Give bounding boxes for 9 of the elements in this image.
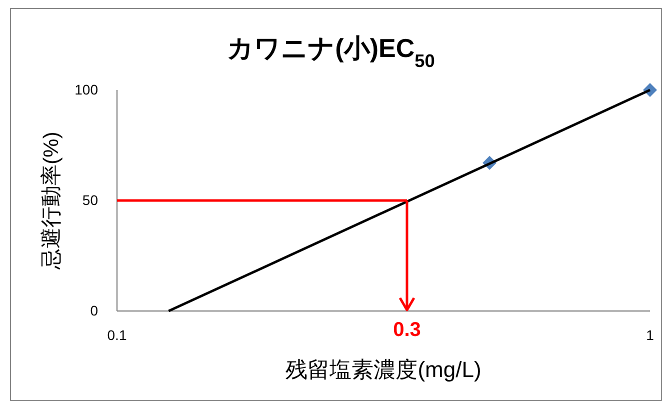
y-tick-label: 0 xyxy=(90,302,98,318)
annotation: 0.3 xyxy=(393,319,421,341)
y-tick-label: 100 xyxy=(74,81,98,98)
chart-title: カワニナ(小)EC$_{50}$ xyxy=(227,33,435,71)
x-tick-label: 1 xyxy=(646,326,654,343)
x-axis-title: 残留塩素濃度(mg/L) xyxy=(286,357,482,382)
y-axis-title: 忌避行動率(%) xyxy=(40,132,63,270)
x-tick-label: 0.1 xyxy=(107,326,127,343)
y-tick-label: 50 xyxy=(82,192,98,208)
